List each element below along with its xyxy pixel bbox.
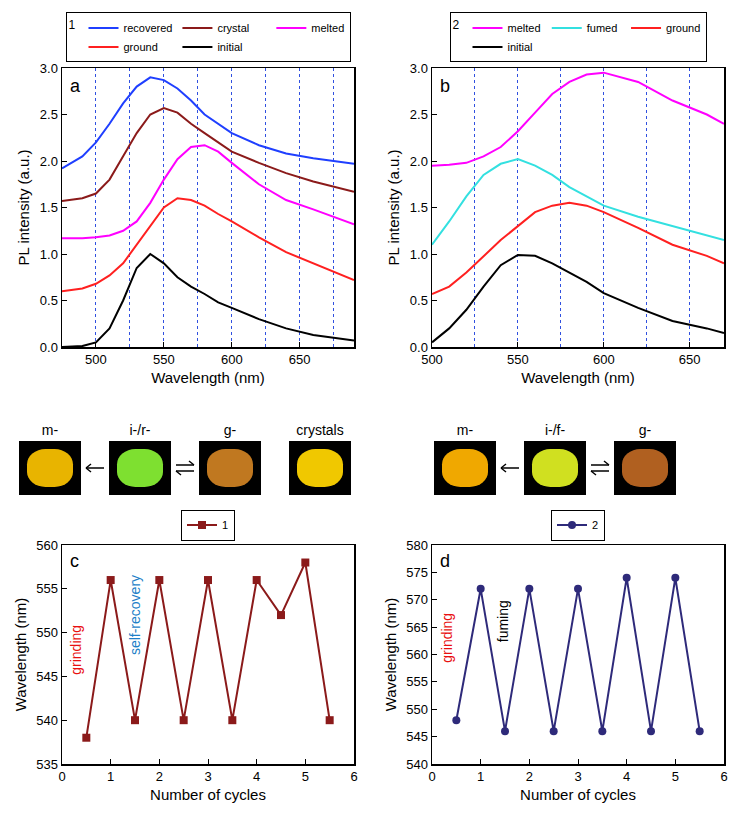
- html-text:i-/r-: i-/r-: [129, 422, 151, 438]
- svg-text:5: 5: [302, 769, 309, 784]
- svg-text:1: 1: [69, 18, 76, 32]
- svg-text:self-recovery: self-recovery: [127, 575, 143, 655]
- svg-text:1: 1: [107, 769, 114, 784]
- svg-text:Wavelength (nm): Wavelength (nm): [521, 369, 635, 386]
- svg-text:500: 500: [85, 352, 107, 367]
- svg-text:540: 540: [36, 713, 58, 728]
- svg-text:initial: initial: [217, 41, 242, 53]
- svg-text:3: 3: [204, 769, 211, 784]
- svg-text:fumed: fumed: [587, 22, 618, 34]
- svg-text:Wavelength (nm): Wavelength (nm): [151, 369, 265, 386]
- svg-text:1: 1: [477, 769, 484, 784]
- svg-text:2: 2: [453, 18, 460, 32]
- svg-text:ground: ground: [666, 22, 700, 34]
- svg-text:555: 555: [36, 581, 58, 596]
- svg-text:3: 3: [574, 769, 581, 784]
- svg-text:6: 6: [720, 769, 727, 784]
- svg-text:grinding: grinding: [68, 625, 84, 675]
- svg-text:4: 4: [623, 769, 630, 784]
- html-text:crystals: crystals: [296, 422, 344, 438]
- svg-text:3.0: 3.0: [410, 61, 428, 76]
- svg-text:b: b: [440, 76, 450, 96]
- svg-text:Number of cycles: Number of cycles: [150, 786, 266, 803]
- svg-text:0: 0: [58, 769, 65, 784]
- svg-text:560: 560: [406, 647, 428, 662]
- svg-text:550: 550: [153, 352, 175, 367]
- svg-text:1.0: 1.0: [40, 247, 58, 262]
- svg-text:2: 2: [526, 769, 533, 784]
- svg-text:580: 580: [406, 538, 428, 553]
- svg-text:3.0: 3.0: [40, 61, 58, 76]
- svg-text:0.5: 0.5: [40, 293, 58, 308]
- svg-text:550: 550: [507, 352, 529, 367]
- svg-text:a: a: [70, 76, 81, 96]
- html-text:m-: m-: [456, 422, 474, 438]
- svg-text:575: 575: [406, 565, 428, 580]
- html-text:i-/f-: i-/f-: [544, 422, 566, 438]
- svg-text:535: 535: [36, 757, 58, 772]
- svg-text:PL intensity (a.u.): PL intensity (a.u.): [385, 149, 402, 265]
- svg-text:recovered: recovered: [124, 22, 173, 34]
- svg-text:600: 600: [221, 352, 243, 367]
- svg-text:570: 570: [406, 592, 428, 607]
- svg-text:555: 555: [406, 674, 428, 689]
- svg-text:600: 600: [593, 352, 615, 367]
- svg-text:melted: melted: [508, 22, 541, 34]
- svg-text:crystal: crystal: [217, 22, 249, 34]
- svg-text:initial: initial: [508, 41, 533, 53]
- svg-text:2.5: 2.5: [40, 107, 58, 122]
- svg-text:2: 2: [156, 769, 163, 784]
- svg-text:Wavelength (nm): Wavelength (nm): [12, 598, 29, 712]
- svg-text:550: 550: [406, 702, 428, 717]
- svg-text:500: 500: [421, 352, 443, 367]
- svg-text:2.0: 2.0: [410, 154, 428, 169]
- svg-text:550: 550: [36, 625, 58, 640]
- svg-text:1.5: 1.5: [40, 200, 58, 215]
- svg-text:c: c: [70, 551, 79, 571]
- html-text:g-: g-: [223, 422, 237, 438]
- svg-text:0.0: 0.0: [410, 340, 428, 355]
- svg-text:0.0: 0.0: [40, 340, 58, 355]
- svg-text:grinding: grinding: [439, 613, 455, 663]
- svg-text:1.0: 1.0: [410, 247, 428, 262]
- html-text:g-: g-: [638, 422, 652, 438]
- svg-text:Wavelength (nm): Wavelength (nm): [382, 598, 399, 712]
- svg-text:2.5: 2.5: [410, 107, 428, 122]
- svg-text:565: 565: [406, 620, 428, 635]
- svg-text:545: 545: [406, 729, 428, 744]
- svg-text:1.5: 1.5: [410, 200, 428, 215]
- html-text:m-: m-: [41, 422, 59, 438]
- svg-text:0.5: 0.5: [410, 293, 428, 308]
- svg-text:melted: melted: [311, 22, 344, 34]
- svg-text:1: 1: [222, 519, 228, 531]
- svg-text:5: 5: [672, 769, 679, 784]
- svg-text:560: 560: [36, 538, 58, 553]
- svg-text:ground: ground: [124, 41, 158, 53]
- svg-text:4: 4: [253, 769, 260, 784]
- svg-text:2.0: 2.0: [40, 154, 58, 169]
- svg-text:0: 0: [428, 769, 435, 784]
- svg-text:PL intensity (a.u.): PL intensity (a.u.): [15, 149, 32, 265]
- svg-text:2: 2: [592, 519, 598, 531]
- svg-text:540: 540: [406, 757, 428, 772]
- svg-text:d: d: [440, 551, 450, 571]
- svg-text:fuming: fuming: [495, 600, 511, 642]
- svg-text:545: 545: [36, 669, 58, 684]
- svg-text:650: 650: [289, 352, 311, 367]
- svg-text:650: 650: [679, 352, 701, 367]
- svg-text:6: 6: [350, 769, 357, 784]
- svg-text:Number of cycles: Number of cycles: [520, 786, 636, 803]
